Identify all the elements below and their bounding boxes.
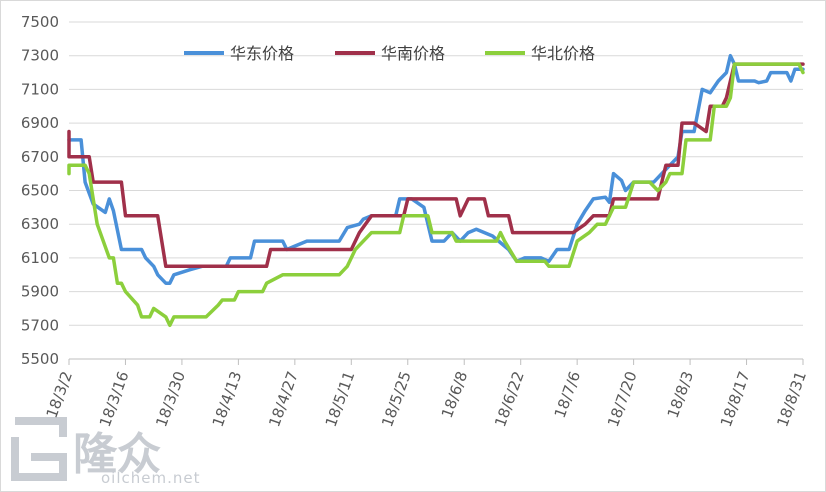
y-tick-label: 6700 xyxy=(21,148,59,166)
y-tick-label: 7100 xyxy=(21,80,59,98)
y-tick-label: 5500 xyxy=(21,350,59,368)
x-tick-label-18-3-30: 18/3/30 xyxy=(152,369,189,429)
x-tick-label-18-6-22: 18/6/22 xyxy=(491,369,528,429)
x-tick-label-18-5-11: 18/5/11 xyxy=(322,369,359,429)
x-tick-label-18-3-2: 18/3/2 xyxy=(43,369,76,421)
y-tick-label: 7500 xyxy=(21,13,59,31)
watermark-logo-icon xyxy=(11,417,67,481)
x-tick-label-18-7-20: 18/7/20 xyxy=(604,369,641,429)
y-tick-label: 6300 xyxy=(21,215,59,233)
x-tick-label-18-8-17: 18/8/17 xyxy=(717,369,754,429)
axes: 5500 5700 5900 6100 6300 6500 6700 6900 7100 7300… xyxy=(21,13,810,429)
x-tick-label-18-3-16: 18/3/16 xyxy=(96,369,133,429)
series-lines xyxy=(67,53,805,328)
y-tick-label: 6900 xyxy=(21,114,59,132)
grid xyxy=(69,21,803,360)
legend-label-2: 华南价格 xyxy=(381,44,445,63)
y-tick-label: 5700 xyxy=(21,316,59,334)
watermark-brand: 隆众 xyxy=(73,429,161,480)
legend: 华东价格 华南价格 华北价格 xyxy=(184,44,595,63)
x-tick-label-18-5-25: 18/5/25 xyxy=(378,369,415,429)
x-tick-label-18-8-31: 18/8/31 xyxy=(773,369,810,429)
x-tick-label-18-6-8: 18/6/8 xyxy=(438,369,471,421)
x-tick-label-18-8-3: 18/8/3 xyxy=(664,369,697,421)
x-tick-label-18-4-13: 18/4/13 xyxy=(209,369,246,429)
y-tick-label: 6100 xyxy=(21,249,59,267)
x-tick-label-18-7-6: 18/7/6 xyxy=(551,369,584,421)
series-line-2 xyxy=(67,62,805,269)
y-tick-label: 6500 xyxy=(21,182,59,200)
legend-label-3: 华北价格 xyxy=(531,44,595,63)
y-tick-label: 5900 xyxy=(21,283,59,301)
y-tick-label: 7300 xyxy=(21,47,59,65)
series-line-3 xyxy=(67,62,805,328)
legend-label-1: 华东价格 xyxy=(230,44,294,63)
x-tick-label-18-4-27: 18/4/27 xyxy=(265,369,302,429)
watermark: 隆众 oilchem.net xyxy=(11,417,201,487)
watermark-site: oilchem.net xyxy=(101,469,201,487)
series-line-1 xyxy=(67,53,805,285)
